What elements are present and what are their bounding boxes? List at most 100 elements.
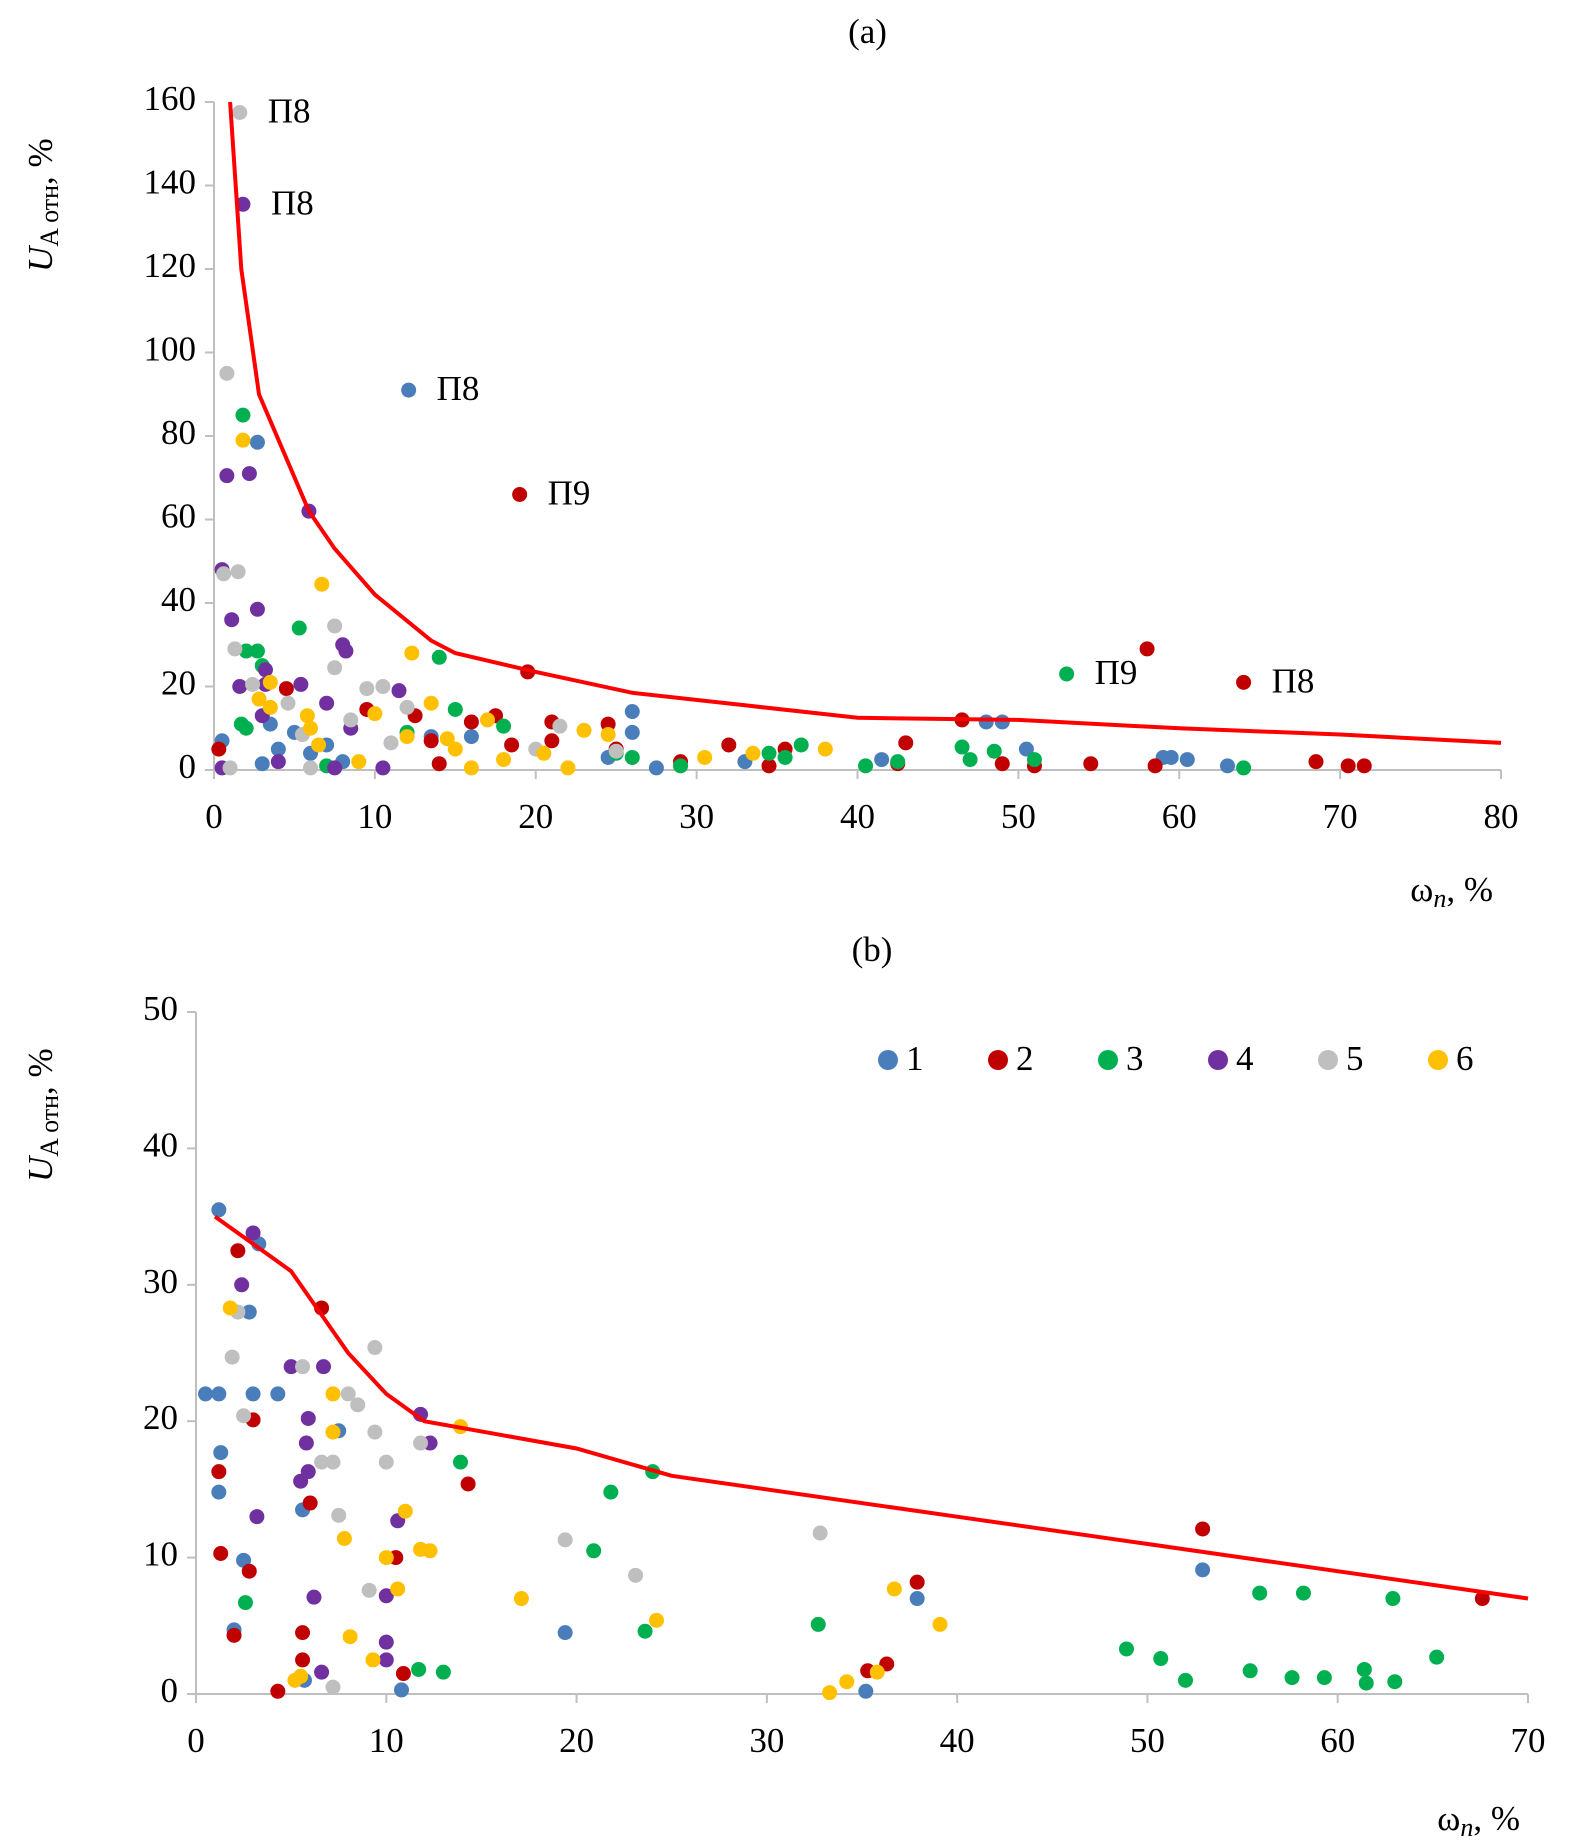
- point: [295, 1652, 311, 1668]
- y-axis-label-part: A отн: [35, 1095, 64, 1157]
- point: [245, 676, 261, 692]
- point: [251, 691, 267, 707]
- point: [745, 745, 761, 761]
- x-tick-label: 80: [1484, 797, 1519, 836]
- point: [812, 1525, 828, 1541]
- point: [238, 720, 254, 736]
- point: [1153, 1651, 1169, 1667]
- legend-marker: [1208, 1050, 1228, 1070]
- point: [1059, 666, 1075, 682]
- x-tick-label: 20: [518, 797, 553, 836]
- point: [224, 1349, 240, 1365]
- annotation: П9: [548, 473, 591, 512]
- point: [460, 1476, 476, 1492]
- point: [986, 743, 1002, 759]
- point: [576, 722, 592, 738]
- annotation: П8: [1272, 661, 1315, 700]
- point: [822, 1685, 838, 1701]
- point: [496, 752, 512, 768]
- x-axis-label-part: ω: [1410, 870, 1433, 909]
- point: [375, 679, 391, 694]
- point: [270, 1683, 286, 1699]
- point: [1163, 749, 1179, 765]
- point: [237, 1595, 253, 1611]
- point: [378, 1634, 394, 1650]
- point: [303, 720, 319, 736]
- point: [544, 733, 560, 749]
- y-axis-label-part: A отн: [35, 185, 64, 247]
- point: [236, 1408, 252, 1424]
- point: [395, 1666, 411, 1682]
- point: [249, 1509, 265, 1525]
- point: [325, 1424, 341, 1440]
- point: [637, 1623, 653, 1639]
- point: [586, 1543, 602, 1559]
- point: [557, 1532, 573, 1548]
- point: [404, 645, 420, 661]
- point: [378, 1588, 394, 1604]
- point: [390, 1581, 406, 1597]
- point: [230, 1243, 246, 1259]
- chart-title: (b): [852, 930, 893, 969]
- point: [1147, 758, 1163, 774]
- point: [293, 676, 309, 692]
- point: [890, 754, 906, 770]
- point: [254, 756, 270, 772]
- point: [1179, 752, 1195, 768]
- y-axis-label: UA отн, %: [21, 138, 64, 272]
- point: [365, 1652, 381, 1668]
- legend-marker: [878, 1050, 898, 1070]
- y-tick-label: 120: [144, 246, 197, 285]
- point: [423, 733, 439, 749]
- point: [278, 681, 294, 697]
- point: [211, 1202, 227, 1218]
- point: [232, 104, 248, 120]
- point: [300, 1410, 316, 1426]
- point: [1308, 754, 1324, 770]
- point: [359, 681, 375, 697]
- point: [298, 1435, 314, 1451]
- point: [293, 1668, 309, 1684]
- point: [319, 695, 335, 711]
- point: [1177, 1672, 1193, 1688]
- point: [213, 1546, 229, 1562]
- point: [1195, 1521, 1211, 1537]
- point: [249, 601, 265, 617]
- point: [463, 760, 479, 776]
- point: [211, 1484, 227, 1500]
- point: [314, 1454, 330, 1470]
- point: [463, 729, 479, 745]
- point: [211, 1386, 227, 1402]
- point: [241, 1304, 257, 1320]
- point: [761, 745, 777, 761]
- legend-marker: [1098, 1050, 1118, 1070]
- point: [342, 1629, 358, 1645]
- point: [270, 741, 286, 757]
- point: [624, 749, 640, 765]
- point: [793, 737, 809, 753]
- x-axis-label-part: , %: [1446, 870, 1493, 909]
- y-tick-label: 100: [144, 330, 197, 369]
- point: [1236, 674, 1252, 690]
- point: [314, 576, 330, 592]
- point: [222, 1300, 238, 1316]
- point: [249, 643, 265, 659]
- x-tick-label: 40: [840, 797, 875, 836]
- point: [241, 1563, 257, 1579]
- y-axis-label-part: , %: [21, 138, 60, 185]
- point: [560, 760, 576, 776]
- point: [1026, 752, 1042, 768]
- point: [1316, 1670, 1332, 1686]
- point: [399, 729, 415, 745]
- point: [452, 1454, 468, 1470]
- x-tick-label: 20: [559, 1721, 594, 1760]
- point: [721, 737, 737, 753]
- y-tick-label: 0: [179, 747, 197, 786]
- point: [513, 1591, 529, 1607]
- point: [235, 432, 251, 448]
- point: [399, 699, 415, 715]
- point: [227, 641, 243, 657]
- point: [315, 1359, 331, 1375]
- y-tick-label: 140: [144, 163, 197, 202]
- x-axis-label-part: n: [1460, 1813, 1473, 1842]
